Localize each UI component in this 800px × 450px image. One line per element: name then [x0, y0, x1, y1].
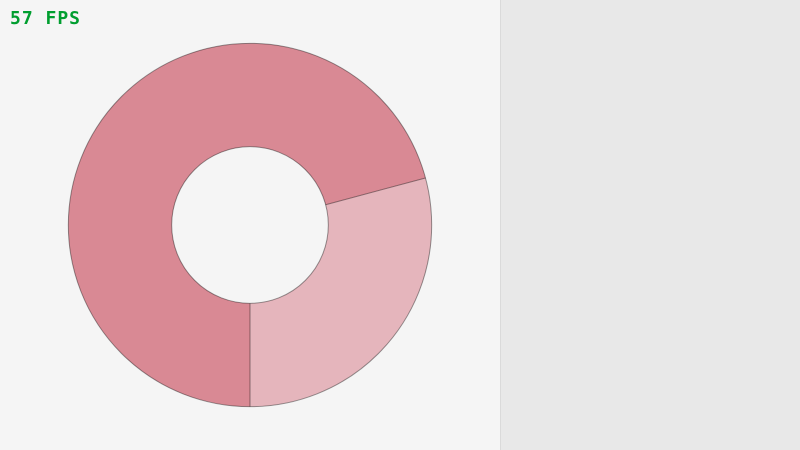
fps-counter: 57 FPS: [10, 8, 82, 29]
slider-start-angle: StartAngle -255.00: [501, 40, 800, 60]
slider-start-angle-label: StartAngle: [501, 40, 800, 60]
slider-segments-label: Segments: [501, 240, 800, 260]
checkbox-draw-ringlines[interactable]: Draw RingLines: [501, 350, 800, 370]
slider-end-angle: EndAngle 360.00: [501, 70, 800, 90]
ring-line-start-angle: [325, 177, 426, 206]
controls-panel: StartAngle -255.00 EndAngle 360.00 Inner…: [500, 0, 800, 450]
slider-outer-radius: OuterRadius 181.67: [501, 170, 800, 190]
checkbox-draw-circlelines[interactable]: Draw CircleLines: [501, 380, 800, 400]
ring-sector-overlap: [68, 43, 426, 407]
slider-outer-radius-label: OuterRadius: [501, 170, 800, 190]
slider-segments: Segments 0.00: [501, 240, 800, 260]
ring-outline-outer: [67, 42, 433, 408]
slider-end-angle-label: EndAngle: [501, 70, 800, 90]
checkbox-draw-ring[interactable]: Draw Ring: [501, 320, 800, 340]
slider-inner-radius: InnerRadius 78.33: [501, 140, 800, 160]
ring-sector-single: [250, 177, 432, 407]
ring-outline-inner: [171, 146, 329, 304]
slider-inner-radius-label: InnerRadius: [501, 140, 800, 160]
